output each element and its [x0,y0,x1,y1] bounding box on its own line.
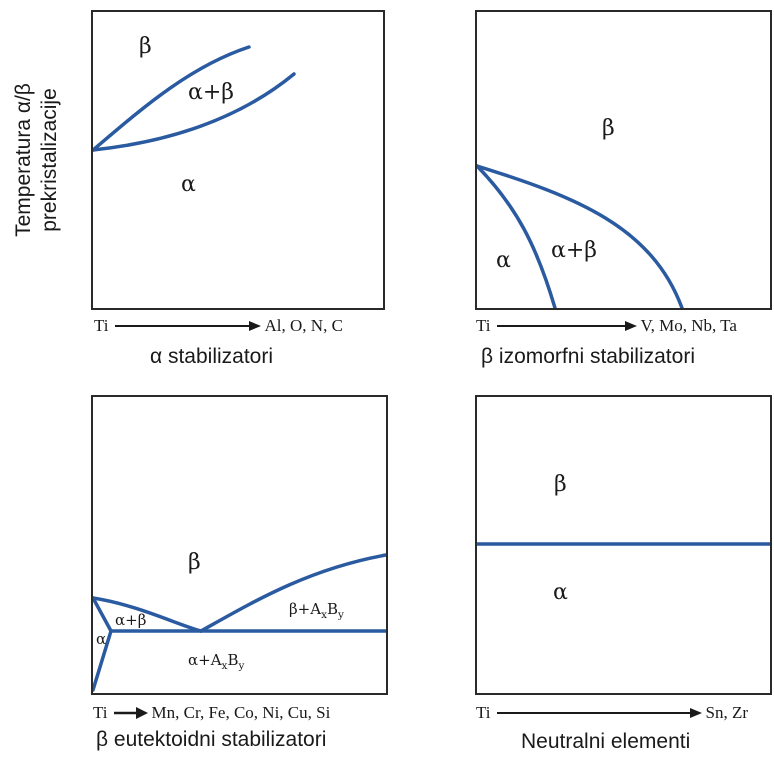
phase-label-alpha-beta: α+β [115,611,147,629]
caption-alpha-stabilizers: α stabilizatori [150,345,274,368]
axis-alpha-stabilizers: Ti Al, O, N, C [94,316,343,336]
phase-label-beta: β [139,34,152,59]
alpha-transus-curve [93,72,296,152]
beta-transus-left-curve [93,596,203,633]
axis-end-elements: Al, O, N, C [264,316,343,335]
y-axis-label-line1: Temperatura α/β [12,83,35,237]
axis-start-ti: Ti [93,703,108,722]
axis-neutral: Ti Sn, Zr [476,703,748,723]
phase-boundaries [93,45,296,152]
axis-start-ti: Ti [94,316,109,335]
y-axis-label: Temperatura α/β prekristalizacije [2,60,72,260]
phase-label-alpha: α [96,630,107,648]
y-axis-label-line2: prekristalizacije [38,88,61,232]
axis-beta-eutectoid: Ti Mn, Cr, Fe, Co, Ni, Cu, Si [93,703,330,723]
phase-label-alpha: α [496,248,511,273]
panel-neutral-elements: β α [475,395,772,695]
phase-label-alpha-beta: α+β [551,238,598,263]
beta-transus-curve [93,45,251,152]
arrow-right-icon [113,707,148,719]
phase-boundaries [477,542,770,546]
phase-label-beta: β [602,116,615,141]
phase-label-alpha-beta: α+β [188,80,235,105]
panel-beta-eutectoid-stabilizers: β α+β α β+AxBy α+AxBy [91,395,388,695]
phase-label-alpha: α [553,580,568,605]
phase-label-alpha: α [181,172,196,197]
axis-start-ti: Ti [476,703,491,722]
phase-boundaries [93,553,386,692]
phase-label-alpha-compound: α+AxBy [188,651,245,672]
axis-start-ti: Ti [476,316,491,335]
phase-label-beta-compound: β+AxBy [289,600,344,621]
panel-alpha-stabilizers: β α+β α [91,10,385,310]
phase-boundaries [477,164,684,308]
caption-neutral-elements: Neutralni elementi [521,730,691,753]
alpha-transus-curve [477,164,557,308]
caption-beta-isomorphous: β izomorfni stabilizatori [481,345,695,368]
axis-end-elements: Mn, Cr, Fe, Co, Ni, Cu, Si [151,703,331,722]
axis-end-elements: Sn, Zr [705,703,749,722]
panel-beta-isomorphous-stabilizers: β α+β α [475,10,772,310]
beta-transus-curve [477,164,684,308]
alpha-boundary-lower [93,629,113,692]
arrow-right-icon [114,321,261,331]
caption-beta-eutectoid: β eutektoidni stabilizatori [96,728,327,751]
arrow-right-icon [496,321,637,331]
phase-label-beta: β [554,472,567,497]
axis-beta-isomorphous: Ti V, Mo, Nb, Ta [476,316,737,336]
axis-end-elements: V, Mo, Nb, Ta [640,316,737,335]
solvus-right-curve [199,553,386,633]
alpha-boundary-upper [93,596,113,633]
arrow-right-icon [496,708,702,718]
phase-label-beta: β [188,550,201,575]
